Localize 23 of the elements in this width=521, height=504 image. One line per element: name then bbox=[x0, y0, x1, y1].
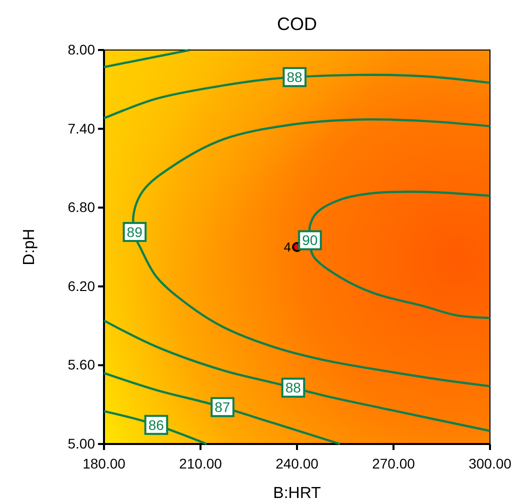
y-axis-title: D:pH bbox=[21, 228, 38, 266]
x-axis-title: B:HRT bbox=[273, 485, 322, 502]
series-label: 87 bbox=[214, 399, 230, 416]
series-label: 86 bbox=[148, 416, 164, 433]
x-tick-label: 270.00 bbox=[372, 455, 416, 472]
chart-title: COD bbox=[277, 14, 317, 34]
line-series bbox=[102, 319, 492, 432]
x-tick-label: 180.00 bbox=[82, 455, 126, 472]
series-label: 89 bbox=[126, 224, 143, 240]
y-tick-label: 5.00 bbox=[68, 435, 96, 452]
x-tick-label: 210.00 bbox=[179, 455, 222, 472]
y-tick-label: 6.80 bbox=[68, 199, 96, 216]
x-tick-label: 240.00 bbox=[276, 455, 319, 472]
y-tick-label: 7.40 bbox=[68, 120, 96, 136]
x-tick-label: 300.00 bbox=[468, 455, 512, 472]
line-series bbox=[102, 372, 342, 446]
series-label: 90 bbox=[302, 232, 318, 248]
y-tick-label: 6.20 bbox=[68, 278, 96, 294]
series-label: 88 bbox=[285, 380, 302, 396]
y-tick-label: 8.00 bbox=[68, 41, 96, 58]
series-label: 88 bbox=[286, 69, 302, 86]
annotation: 4 bbox=[284, 240, 291, 255]
y-tick-label: 5.60 bbox=[68, 356, 96, 373]
